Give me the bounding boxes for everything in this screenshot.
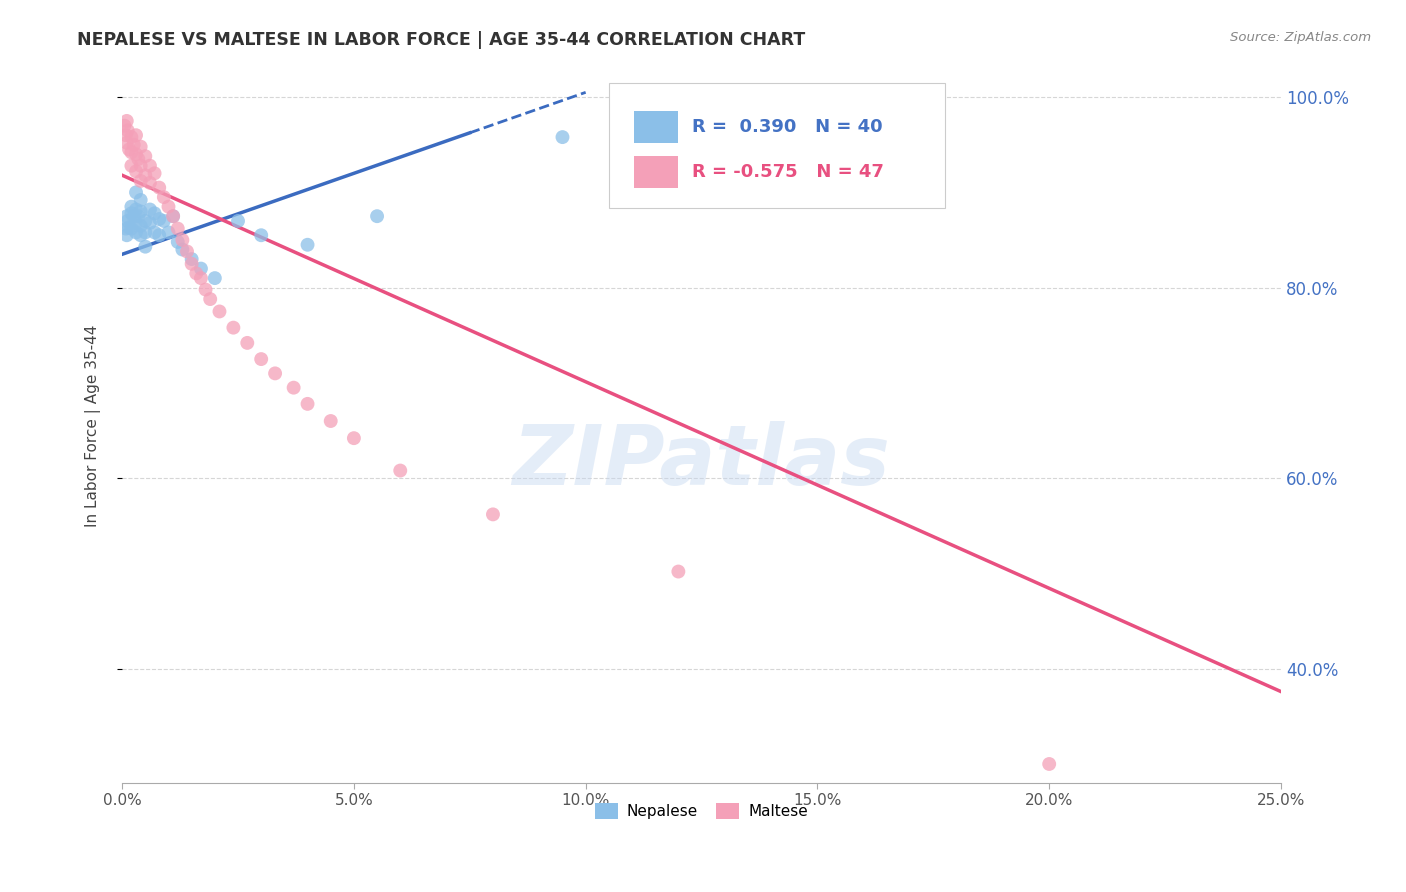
Point — [297, 237, 319, 252]
Point — [190, 271, 212, 285]
Point — [166, 235, 188, 249]
Point — [162, 209, 184, 223]
Point — [134, 226, 156, 240]
Point — [117, 123, 139, 137]
Point — [129, 193, 152, 207]
Point — [134, 149, 156, 163]
Point — [125, 226, 148, 240]
FancyBboxPatch shape — [634, 156, 678, 188]
Legend: Nepalese, Maltese: Nepalese, Maltese — [589, 797, 814, 825]
Point — [283, 381, 305, 395]
Point — [139, 159, 162, 173]
Point — [200, 292, 222, 306]
Point — [343, 431, 366, 445]
Point — [139, 202, 162, 217]
Point — [134, 214, 156, 228]
Point — [120, 159, 142, 173]
Point — [122, 137, 145, 152]
Point — [129, 139, 152, 153]
Point — [118, 143, 141, 157]
Point — [194, 283, 217, 297]
Point — [118, 220, 141, 235]
Point — [122, 209, 145, 223]
Point — [125, 186, 148, 200]
Point — [143, 166, 166, 180]
Point — [180, 252, 202, 266]
Point — [125, 164, 148, 178]
Point — [551, 130, 574, 145]
Point — [366, 209, 388, 223]
Point — [264, 367, 287, 381]
FancyBboxPatch shape — [634, 111, 678, 144]
Point — [157, 200, 180, 214]
Point — [186, 266, 208, 280]
Point — [139, 176, 162, 190]
Point — [129, 174, 152, 188]
Point — [114, 119, 136, 133]
Point — [115, 228, 138, 243]
Point — [153, 190, 176, 204]
Point — [125, 147, 148, 161]
Point — [148, 228, 170, 243]
Point — [129, 228, 152, 243]
Point — [190, 261, 212, 276]
Point — [208, 304, 231, 318]
Point — [250, 352, 273, 367]
Point — [148, 212, 170, 227]
Point — [226, 214, 249, 228]
Text: R =  0.390   N = 40: R = 0.390 N = 40 — [692, 118, 883, 136]
Point — [143, 206, 166, 220]
Point — [129, 159, 152, 173]
Point — [125, 128, 148, 143]
Point — [125, 202, 148, 217]
Point — [115, 209, 138, 223]
Point — [127, 209, 149, 223]
Point — [166, 221, 188, 235]
Point — [129, 204, 152, 219]
Point — [117, 214, 139, 228]
Point — [1038, 756, 1060, 771]
Point — [134, 168, 156, 182]
Point — [297, 397, 319, 411]
Point — [666, 565, 689, 579]
Point — [120, 206, 142, 220]
Point — [389, 464, 412, 478]
Point — [120, 221, 142, 235]
Point — [157, 226, 180, 240]
Point — [162, 209, 184, 223]
Point — [236, 335, 259, 350]
Point — [319, 414, 342, 428]
Point — [153, 214, 176, 228]
Point — [115, 128, 138, 143]
Text: R = -0.575   N = 47: R = -0.575 N = 47 — [692, 163, 884, 181]
Point — [125, 216, 148, 230]
Point — [172, 233, 194, 247]
FancyBboxPatch shape — [609, 83, 945, 208]
Point — [176, 244, 198, 259]
Point — [148, 180, 170, 194]
Point — [139, 216, 162, 230]
Point — [120, 130, 142, 145]
Point — [129, 219, 152, 233]
Point — [127, 152, 149, 166]
Point — [115, 221, 138, 235]
Point — [115, 136, 138, 150]
Point — [172, 243, 194, 257]
Point — [204, 271, 226, 285]
Point — [120, 200, 142, 214]
Text: ZIPatlas: ZIPatlas — [513, 421, 890, 502]
Point — [222, 320, 245, 334]
Point — [143, 226, 166, 240]
Text: Source: ZipAtlas.com: Source: ZipAtlas.com — [1230, 31, 1371, 45]
Y-axis label: In Labor Force | Age 35-44: In Labor Force | Age 35-44 — [86, 325, 101, 527]
Point — [482, 508, 505, 522]
Text: NEPALESE VS MALTESE IN LABOR FORCE | AGE 35-44 CORRELATION CHART: NEPALESE VS MALTESE IN LABOR FORCE | AGE… — [77, 31, 806, 49]
Point — [180, 257, 202, 271]
Point — [250, 228, 273, 243]
Point — [120, 145, 142, 160]
Point — [134, 240, 156, 254]
Point — [115, 114, 138, 128]
